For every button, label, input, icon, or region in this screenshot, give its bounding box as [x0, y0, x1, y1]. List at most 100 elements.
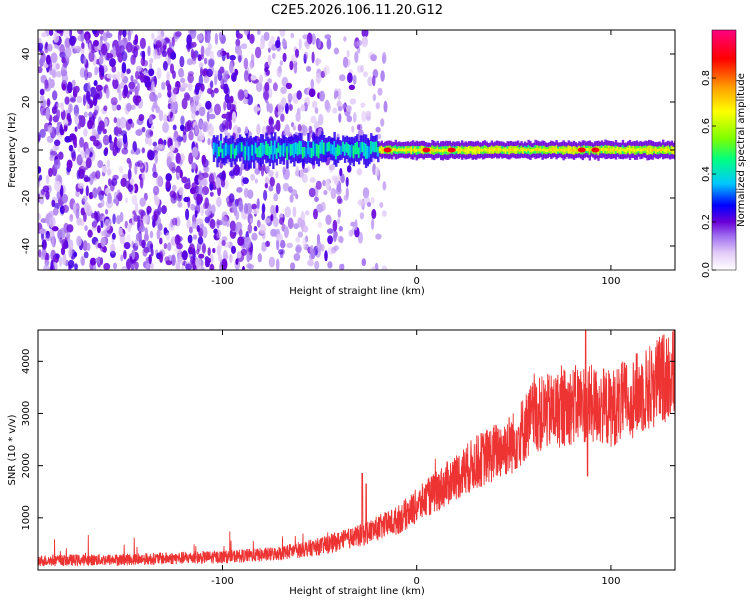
spectrogram-cell	[191, 162, 197, 170]
spectrogram-cell	[343, 144, 347, 156]
spectrogram-cell	[317, 38, 321, 49]
spectrogram-cell	[128, 81, 136, 90]
spectrogram-cell	[41, 32, 48, 38]
spectrogram-cell	[286, 146, 289, 161]
spectrogram-cell	[553, 148, 556, 151]
spectrogram-cell	[91, 128, 98, 137]
spectrogram-cell	[362, 187, 370, 199]
spectrogram-cell	[152, 171, 158, 178]
spectrogram-cell	[345, 142, 348, 153]
spectrogram-cell	[378, 148, 382, 152]
spectrogram-cell	[38, 181, 41, 188]
spectrogram-cell	[95, 170, 101, 180]
spectrogram-cell	[139, 197, 146, 207]
spectrogram-cell	[189, 30, 197, 39]
spectrogram-cell	[303, 147, 307, 157]
spectrogram-cell	[527, 147, 530, 151]
spectrogram-cell	[334, 177, 339, 186]
spectrogram-cell	[205, 100, 212, 110]
spectrogram-cell	[374, 166, 380, 177]
spectrogram-cell	[76, 154, 83, 166]
spectrogram-cell	[152, 101, 158, 109]
spectrogram-cell	[73, 85, 80, 93]
spectrogram-cell	[365, 110, 372, 117]
spectrogram-cell	[218, 239, 223, 251]
spectrogram-cell	[328, 141, 331, 152]
spectrogram-cell	[345, 176, 349, 187]
spectrogram-cell	[293, 253, 301, 261]
spectrogram-cell	[221, 215, 228, 226]
spectrogram-cell	[367, 76, 373, 87]
snr-panel: -100 0 100 1000 2000 3000 4000 Height of strai…	[7, 329, 676, 597]
spectrogram-cell	[259, 41, 265, 50]
spectrogram-cell	[148, 254, 152, 265]
spectrogram-cell	[459, 148, 462, 152]
spectrogram-cell	[371, 218, 375, 231]
spectrogram-cell	[656, 149, 660, 152]
spectrogram-cell	[128, 118, 133, 125]
spectrogram-cell	[371, 208, 377, 220]
spectrogram-cell	[623, 149, 626, 153]
colorbar: 0.0 0.2 0.4 0.6 0.8 Normalized spectral ampl…	[701, 29, 747, 278]
spectrogram-cell	[113, 117, 118, 124]
spectrogram-cell	[194, 124, 199, 135]
spectrogram-cell	[152, 185, 160, 196]
spectrogram-cell	[87, 229, 93, 238]
spectrogram-cell	[285, 103, 289, 114]
spectrogram-cell	[662, 148, 665, 151]
spectrogram-cell	[76, 217, 82, 226]
spectrogram-cell	[256, 123, 261, 136]
spectrogram-cell	[95, 84, 103, 92]
spectrogram-cells	[38, 30, 675, 270]
spectrogram-cell	[359, 212, 365, 220]
spectrogram-cell	[229, 61, 234, 74]
spectrogram-cell	[364, 143, 368, 159]
spectrogram-cell	[588, 149, 591, 152]
spectrogram-cell	[60, 247, 66, 256]
spectrogram-cell	[616, 148, 619, 152]
spectrogram-cell	[83, 111, 88, 118]
spectrogram-cell	[226, 144, 230, 154]
spectrogram-cell	[546, 149, 549, 152]
spectrogram-cell	[225, 143, 228, 156]
spectrogram-cell	[118, 30, 123, 36]
spectrogram-cell	[102, 134, 110, 146]
spectrogram-cell	[51, 235, 56, 248]
spectrogram-cell	[284, 206, 292, 218]
spectrogram-cell	[321, 139, 324, 154]
spectrogram-cell	[131, 249, 136, 260]
spectrogram-cell	[111, 65, 117, 73]
spectrogram-cell	[221, 113, 228, 119]
spectrogram-cell	[471, 149, 474, 153]
spectrogram-cell	[148, 57, 154, 64]
spectrogram-cell	[585, 148, 588, 151]
spectrogram-cell	[548, 148, 551, 151]
spectrogram-cell	[263, 144, 266, 154]
spectrogram-cell	[314, 143, 317, 155]
spectrogram-cell	[207, 123, 214, 136]
spectrogram-cell	[275, 171, 279, 179]
spectrogram-cell	[398, 148, 401, 152]
spectrogram-cell	[181, 97, 188, 110]
spectrogram-cell	[216, 196, 222, 208]
spectrogram-cell	[148, 115, 153, 125]
spectrogram-cell	[273, 124, 280, 130]
spectrogram-cell	[327, 228, 334, 234]
spectrogram-cell	[405, 148, 408, 152]
spectrogram-cell	[382, 148, 385, 152]
spectrogram-cell	[193, 191, 198, 201]
spectrogram-cell	[40, 50, 45, 56]
spectrogram-cell	[135, 95, 142, 103]
spectrogram-cell	[88, 173, 94, 185]
spectrogram-cell	[190, 187, 196, 195]
spectrogram-cell	[216, 230, 219, 241]
spectrogram-cell	[150, 262, 154, 270]
spectrogram-cell	[115, 126, 119, 136]
spectrogram-cell	[74, 45, 82, 53]
spectrogram-cell	[221, 148, 224, 158]
spectrogram-cell	[494, 147, 497, 151]
spectrogram-cell	[133, 46, 139, 58]
spectrogram-cell	[295, 111, 301, 122]
spectrogram-cell	[135, 70, 140, 80]
spectrogram-cell	[105, 88, 110, 99]
